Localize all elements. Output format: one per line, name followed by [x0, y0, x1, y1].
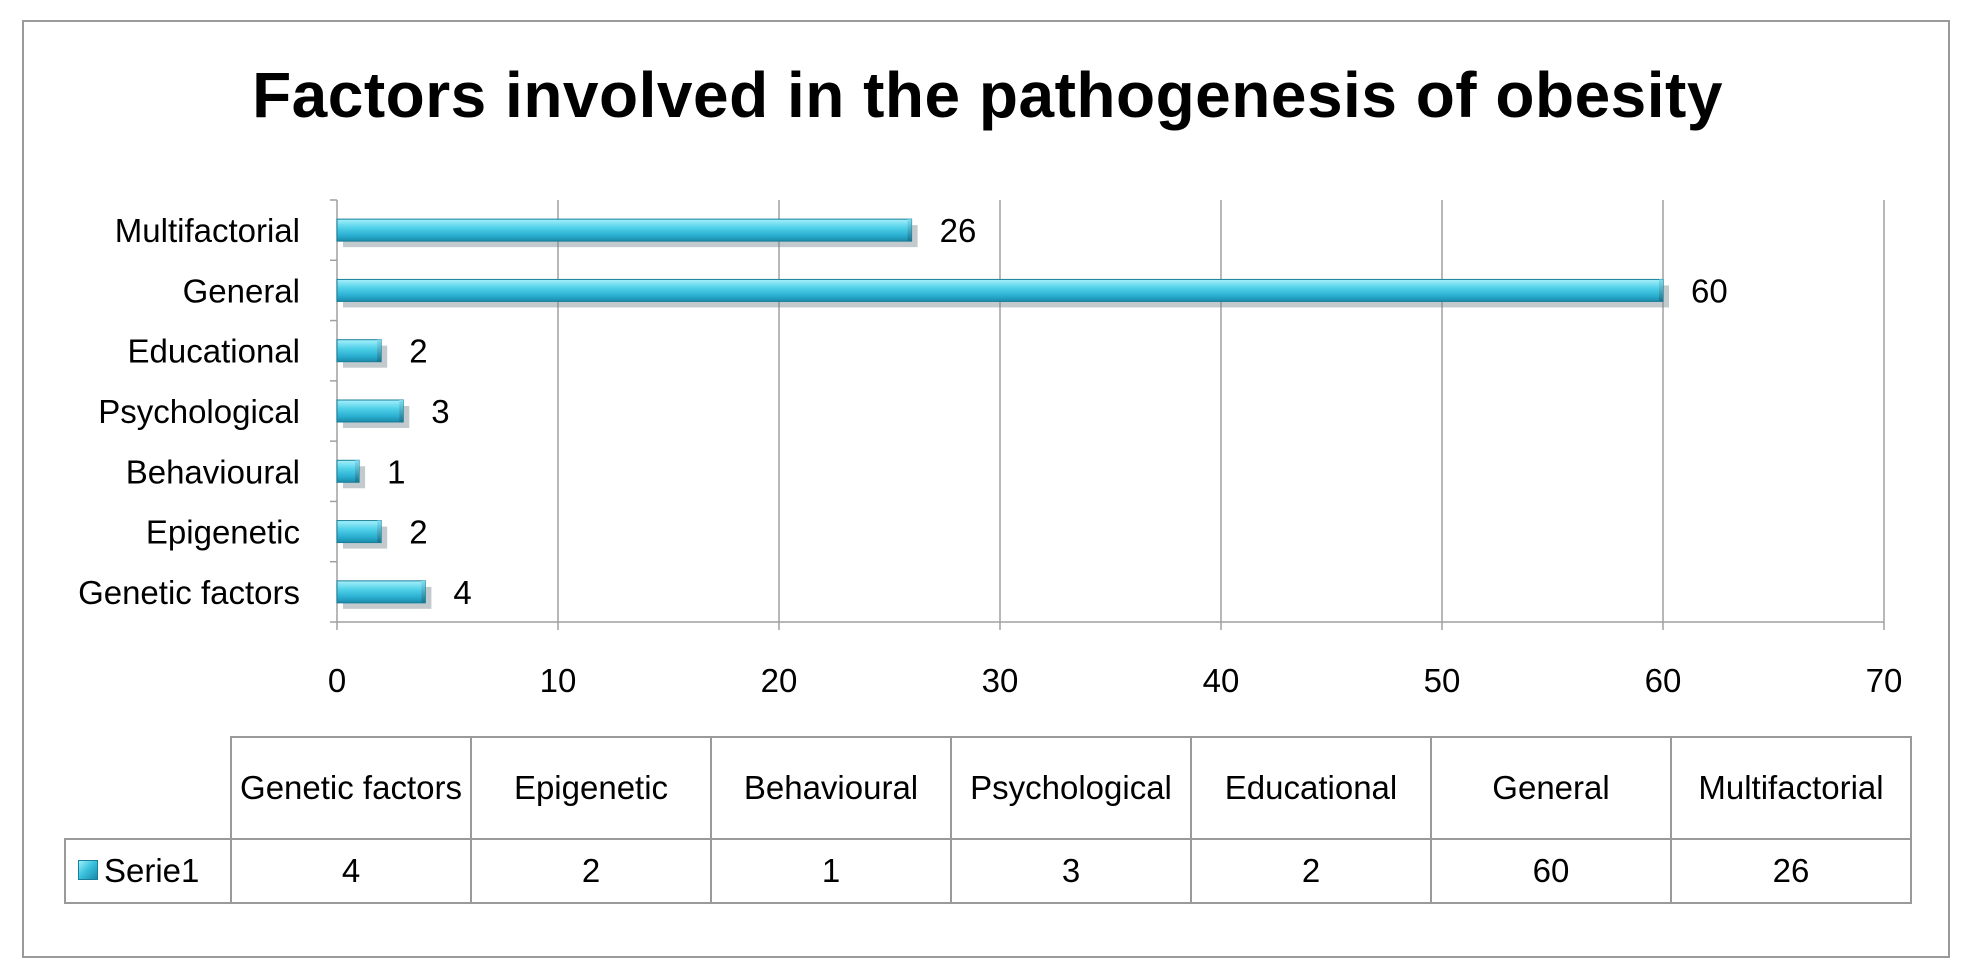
legend-key-icon	[78, 860, 98, 881]
y-category-label: Educational	[128, 333, 300, 370]
x-tick-label: 50	[1424, 662, 1461, 699]
data-table-value-cell: 60	[1430, 838, 1672, 904]
bar-end-cap	[907, 219, 912, 242]
bar-genetic-factors	[336, 580, 432, 609]
data-table-value-cell: 2	[1190, 838, 1432, 904]
data-table-header-cell: General	[1430, 736, 1672, 840]
legend-label: Serie1	[104, 852, 200, 890]
data-table-value-cell: 2	[470, 838, 712, 904]
data-label: 3	[431, 393, 449, 430]
data-table-header-cell: Genetic factors	[230, 736, 472, 840]
data-table-value-cell: 3	[950, 838, 1192, 904]
data-label: 60	[1691, 272, 1728, 309]
data-label: 4	[453, 574, 471, 611]
bar-psychological	[336, 399, 410, 428]
x-tick-label: 70	[1866, 662, 1903, 699]
bar-end-cap	[1659, 279, 1663, 302]
data-table-header-cell: Psychological	[950, 736, 1192, 840]
x-tick-label: 10	[540, 662, 577, 699]
data-table-value-cell: 4	[230, 838, 472, 904]
data-label: 1	[387, 453, 405, 490]
y-category-label: General	[183, 272, 300, 309]
x-tick-label: 0	[328, 662, 346, 699]
data-table-corner	[65, 737, 232, 840]
bar-end-cap	[377, 520, 382, 543]
data-label: 2	[409, 333, 427, 370]
bar-epigenetic	[336, 520, 388, 549]
bar-general	[336, 278, 1669, 308]
x-tick-label: 30	[982, 662, 1019, 699]
y-category-label: Genetic factors	[78, 574, 300, 611]
x-tick-label: 40	[1203, 662, 1240, 699]
plot-area: 0 10 20 30 40 50 60 70 Genetic factors 4 Epigeneti…	[78, 199, 1903, 699]
x-tick-label: 20	[761, 662, 798, 699]
y-category-label: Psychological	[98, 393, 300, 430]
data-table-header-cell: Epigenetic	[470, 736, 712, 840]
data-table-header-row: Genetic factors Epigenetic Behavioural Psyc…	[65, 736, 1912, 840]
data-table-header-cell: Behavioural	[710, 736, 952, 840]
data-label: 2	[409, 514, 427, 551]
bar-behavioural	[336, 459, 366, 489]
data-table-value-row: Serie1 4 2 1 3 2 60 26	[64, 838, 1912, 904]
bar-end-cap	[377, 339, 382, 362]
x-tick-label: 60	[1645, 662, 1682, 699]
data-table-header-cell: Multifactorial	[1670, 736, 1912, 840]
data-label: 26	[940, 212, 977, 249]
data-table-value-cell: 1	[710, 838, 952, 904]
bar-body	[336, 278, 1664, 302]
bar-multifactorial	[336, 218, 918, 248]
y-category-label: Behavioural	[126, 453, 300, 490]
legend-entry-serie1: Serie1	[64, 838, 232, 904]
chart-title: Factors involved in the pathogenesis of …	[252, 59, 1723, 131]
bar-body	[336, 520, 382, 544]
bar-educational	[336, 339, 388, 368]
y-category-label: Multifactorial	[115, 212, 300, 249]
bar-end-cap	[399, 400, 404, 422]
data-table-value-cell: 26	[1670, 838, 1912, 904]
bar-end-cap	[421, 580, 426, 603]
data-table: Genetic factors Epigenetic Behavioural Psyc…	[64, 736, 1912, 904]
bar-body	[336, 218, 913, 242]
bar-end-cap	[355, 460, 360, 483]
bar-body	[336, 580, 426, 604]
bar-body	[336, 339, 382, 363]
bar-body	[336, 399, 404, 423]
data-table-header-cell: Educational	[1190, 736, 1432, 840]
y-category-label: Epigenetic	[146, 514, 300, 551]
